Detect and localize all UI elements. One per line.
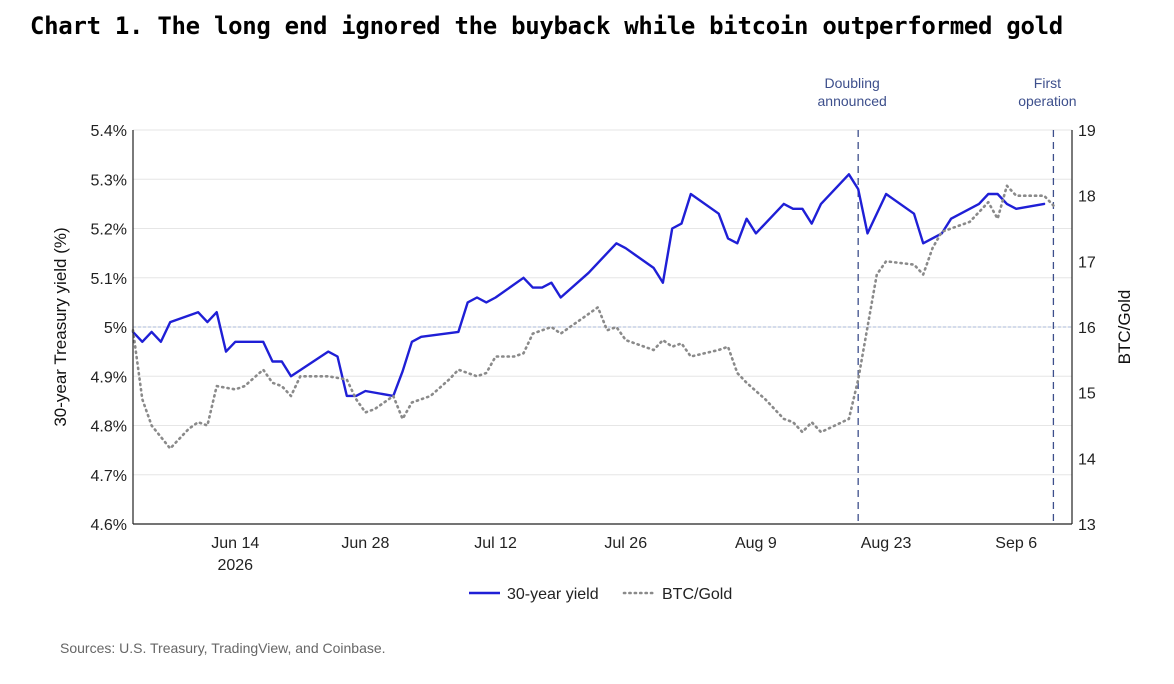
series-lines (131, 173, 1055, 450)
axis-labels: 30-year Treasury yield (%) BTC/Gold (51, 227, 1134, 426)
y2-tick-label: 18 (1078, 189, 1096, 206)
annotation-label: Doubling (825, 75, 880, 91)
y2-tick-label: 13 (1078, 517, 1096, 534)
legend-label-btc-gold: BTC/Gold (662, 586, 732, 603)
axes (132, 130, 1073, 525)
y2-tick-label: 16 (1078, 320, 1096, 337)
y2-tick-label: 14 (1078, 451, 1096, 468)
x-tick-label: Jul 12 (474, 535, 517, 552)
annotation-label: First (1034, 75, 1061, 91)
x-tick-label: Jun 28 (341, 535, 389, 552)
y-tick-label: 5.3% (91, 172, 127, 189)
source-note: Sources: U.S. Treasury, TradingView, and… (60, 640, 386, 656)
y-axis-label: 30-year Treasury yield (%) (51, 227, 70, 426)
y-tick-label: 4.8% (91, 419, 127, 436)
legend-label-30-year-yield: 30-year yield (507, 586, 599, 603)
y-tick-label: 5.1% (91, 271, 127, 288)
y-tick-label: 5% (104, 320, 127, 337)
x-tick-label: Aug 9 (735, 535, 777, 552)
y-tick-label: 4.7% (91, 468, 127, 485)
y2-tick-label: 19 (1078, 123, 1096, 140)
legend: 30-year yield BTC/Gold (469, 586, 732, 603)
x-tick-label: Sep 6 (995, 535, 1037, 552)
annotations: Doubling announced First operation (818, 75, 1077, 524)
y-tick-label: 5.2% (91, 222, 127, 239)
chart-title: Chart 1. The long end ignored the buybac… (30, 12, 1063, 40)
x-tick-label: Jul 26 (604, 535, 647, 552)
y2-tick-label: 15 (1078, 386, 1096, 403)
y-tick-label: 4.6% (91, 517, 127, 534)
y2-tick-label: 17 (1078, 254, 1096, 271)
x-tick-label: Jun 14 (211, 535, 259, 552)
y-tick-label: 4.9% (91, 369, 127, 386)
tick-labels: 5.4% 5.3% 5.2% 5.1% 5% 4.9% 4.8% 4.7% 4.6% 19 18 17… (91, 123, 1096, 574)
annotation-label: operation (1018, 93, 1076, 109)
series-line-btc-gold (131, 184, 1055, 450)
x-tick-sublabel: 2026 (217, 557, 253, 574)
y-tick-label: 5.4% (91, 123, 127, 140)
series-line-30-year-yield (131, 173, 1046, 398)
annotation-label: announced (818, 93, 887, 109)
x-tick-label: Aug 23 (861, 535, 912, 552)
y2-axis-label: BTC/Gold (1115, 290, 1134, 365)
